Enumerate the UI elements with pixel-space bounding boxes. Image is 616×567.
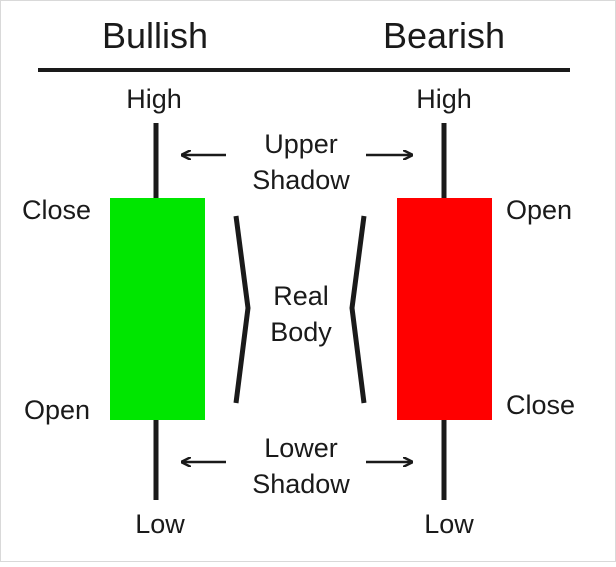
bullish-open-label: Open <box>24 395 90 425</box>
lower-shadow-annotation: Lower Shadow <box>182 433 412 499</box>
bearish-open-label: Open <box>506 195 572 225</box>
bearish-high-label: High <box>416 84 472 114</box>
real-body-line2: Body <box>270 317 332 347</box>
real-body-line1: Real <box>273 281 329 311</box>
upper-shadow-line1: Upper <box>264 129 338 159</box>
bearish-close-label: Close <box>506 390 575 420</box>
bearish-real-body <box>397 198 492 420</box>
bearish-heading: Bearish <box>383 15 505 56</box>
bullish-high-label: High <box>126 84 182 114</box>
real-body-annotation: Real Body <box>233 215 367 404</box>
lower-shadow-line2: Shadow <box>252 469 350 499</box>
bearish-candle <box>397 123 492 500</box>
bullish-real-body <box>110 198 205 420</box>
upper-shadow-annotation: Upper Shadow <box>182 129 412 195</box>
bearish-low-label: Low <box>424 509 474 539</box>
lower-shadow-line1: Lower <box>264 433 338 463</box>
bullish-heading: Bullish <box>102 15 208 56</box>
bullish-candle <box>110 123 205 500</box>
real-body-right-bracket-icon <box>349 215 367 404</box>
bullish-close-label: Close <box>22 195 91 225</box>
bullish-low-label: Low <box>135 509 185 539</box>
upper-shadow-line2: Shadow <box>252 165 350 195</box>
real-body-left-bracket-icon <box>233 215 251 404</box>
